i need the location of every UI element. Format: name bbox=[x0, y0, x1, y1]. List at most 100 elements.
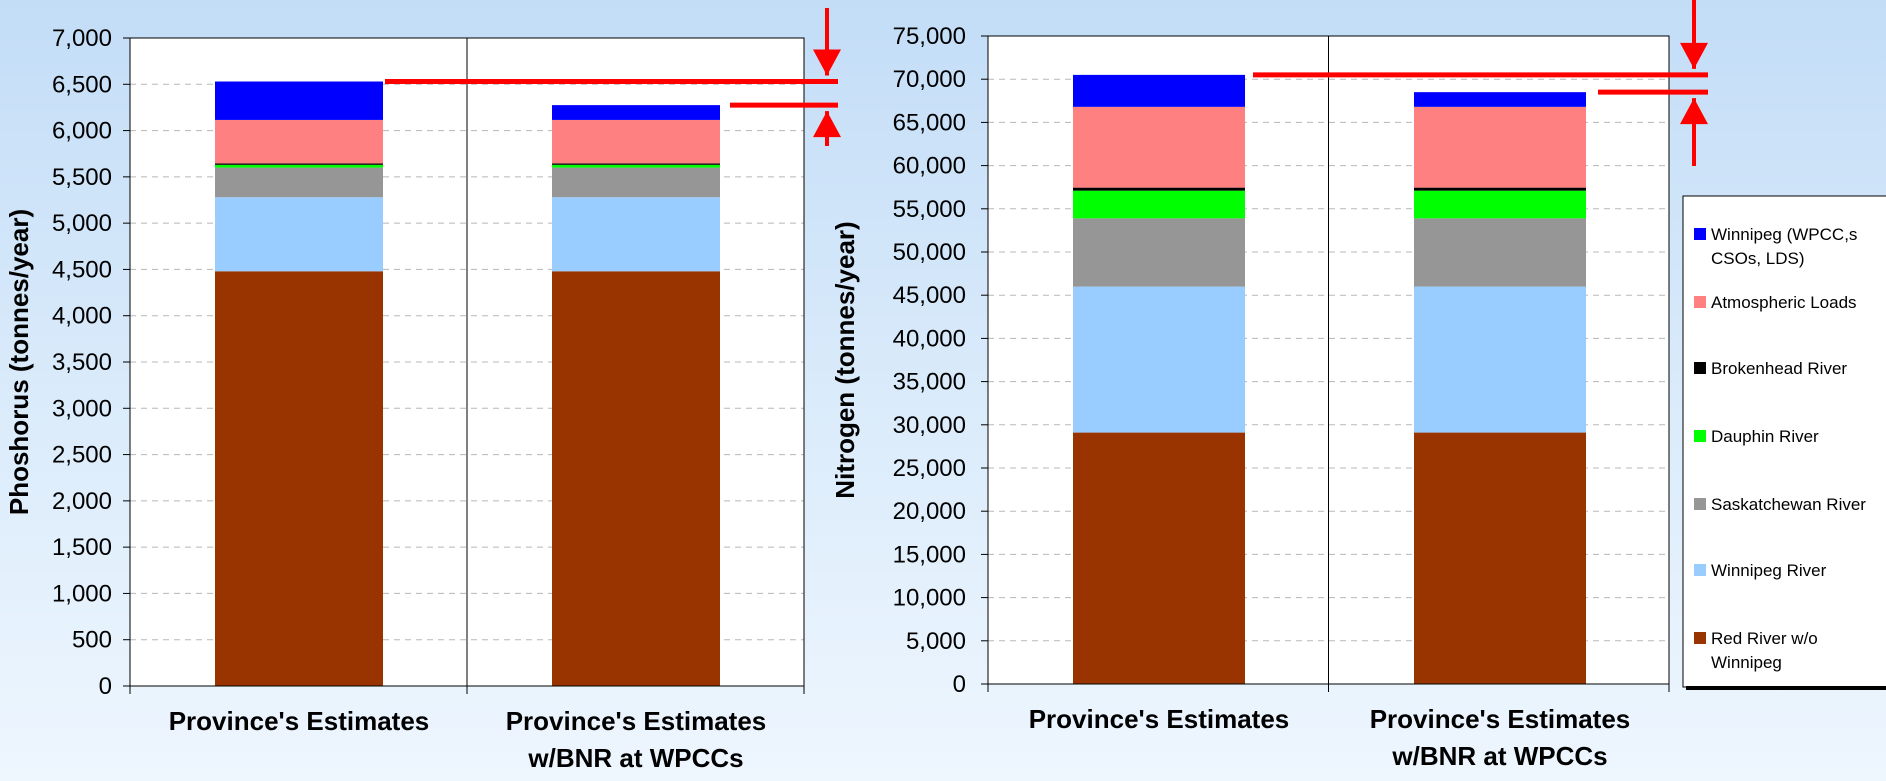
y-axis-title: Phoshorus (tonnes/year) bbox=[4, 209, 34, 515]
category-label-line: w/BNR at WPCCs bbox=[1391, 741, 1607, 771]
arrow-head bbox=[1680, 98, 1708, 125]
y-tick-label: 40,000 bbox=[893, 325, 966, 352]
bar-segment bbox=[1414, 286, 1586, 433]
y-tick-label: 6,500 bbox=[52, 71, 112, 98]
y-tick-label: 2,000 bbox=[52, 488, 112, 515]
y-tick-label: 2,500 bbox=[52, 442, 112, 469]
legend-label-line: Dauphin River bbox=[1711, 427, 1819, 446]
legend: Winnipeg (WPCC,s CSOs, LDS) Atmospheric Lo… bbox=[1682, 195, 1886, 690]
y-tick-label: 3,500 bbox=[52, 349, 112, 376]
legend-swatch bbox=[1694, 632, 1706, 644]
y-tick-label: 60,000 bbox=[893, 153, 966, 180]
legend-label: Brokenhead River bbox=[1711, 359, 1847, 378]
bar-segment bbox=[1073, 218, 1245, 287]
y-tick-label: 30,000 bbox=[893, 412, 966, 439]
y-tick-label: 4,500 bbox=[52, 256, 112, 283]
bar-segment bbox=[215, 167, 383, 198]
legend-swatch bbox=[1694, 296, 1706, 308]
category-label: Province's Estimates bbox=[169, 706, 430, 736]
bar-segment bbox=[215, 164, 383, 168]
legend-box bbox=[1682, 195, 1886, 688]
legend-label-line: Brokenhead River bbox=[1711, 359, 1847, 378]
y-tick-label: 50,000 bbox=[893, 239, 966, 266]
y-tick-label: 15,000 bbox=[893, 541, 966, 568]
bar-segment bbox=[215, 197, 383, 272]
y-tick-label: 5,000 bbox=[906, 628, 966, 655]
bar-segment bbox=[215, 271, 383, 686]
phosphorus-chart: 0 500 1,000 1,500 2,000 2,500 3,000 3,500 4,000 4… bbox=[4, 25, 805, 773]
y-tick-label: 75,000 bbox=[893, 23, 966, 50]
legend-label: Winnipeg (WPCC,s CSOs, LDS) bbox=[1711, 225, 1857, 268]
legend-label: Saskatchewan River bbox=[1711, 495, 1866, 514]
legend-label-line: CSOs, LDS) bbox=[1711, 249, 1805, 268]
category-label-line: Province's Estimates bbox=[506, 706, 767, 736]
y-tick-label: 1,500 bbox=[52, 534, 112, 561]
category-label-line: Province's Estimates bbox=[1029, 704, 1290, 734]
bar-segment bbox=[1414, 432, 1586, 684]
y-tick-label: 45,000 bbox=[893, 282, 966, 309]
y-axis-title: Nitrogen (tonnes/year) bbox=[830, 221, 860, 498]
y-tick-label: 25,000 bbox=[893, 455, 966, 482]
y-tick-label: 6,000 bbox=[52, 118, 112, 145]
y-tick-label: 3,000 bbox=[52, 395, 112, 422]
bar-segment bbox=[1073, 190, 1245, 219]
bar-segment bbox=[1073, 286, 1245, 433]
y-tick-label: 0 bbox=[99, 673, 112, 700]
legend-label-line: Winnipeg bbox=[1711, 653, 1782, 672]
bar-segment bbox=[1414, 106, 1586, 188]
legend-label-line: Atmospheric Loads bbox=[1711, 293, 1857, 312]
bar-segment bbox=[1073, 74, 1245, 107]
bar-segment bbox=[552, 164, 720, 168]
legend-label-line: Red River w/o bbox=[1711, 629, 1818, 648]
y-tick-label: 500 bbox=[72, 627, 112, 654]
bar-segment bbox=[1414, 187, 1586, 191]
y-tick-label: 65,000 bbox=[893, 109, 966, 136]
bar-segment bbox=[1414, 92, 1586, 107]
bar-segment bbox=[1073, 432, 1245, 684]
arrow-head bbox=[813, 49, 841, 76]
arrow-head bbox=[1680, 42, 1708, 69]
y-tick-label: 20,000 bbox=[893, 498, 966, 525]
bar-segment bbox=[552, 167, 720, 198]
bar-segment bbox=[552, 105, 720, 120]
legend-label: Atmospheric Loads bbox=[1711, 293, 1857, 312]
reduction-annotations bbox=[385, 0, 1708, 166]
legend-label-line: Saskatchewan River bbox=[1711, 495, 1866, 514]
legend-label: Dauphin River bbox=[1711, 427, 1819, 446]
y-tick-label: 5,500 bbox=[52, 164, 112, 191]
category-label-line: w/BNR at WPCCs bbox=[527, 743, 743, 773]
bar-segment bbox=[215, 81, 383, 120]
y-tick-label: 5,000 bbox=[52, 210, 112, 237]
legend-label-line: Winnipeg River bbox=[1711, 561, 1827, 580]
legend-swatch bbox=[1694, 564, 1706, 576]
legend-swatch bbox=[1694, 430, 1706, 442]
legend-swatch bbox=[1694, 228, 1706, 240]
bar-segment bbox=[1073, 106, 1245, 188]
y-tick-label: 0 bbox=[953, 671, 966, 698]
category-label: Province's Estimates w/BNR at WPCCs bbox=[506, 706, 767, 773]
legend-label: Winnipeg River bbox=[1711, 561, 1827, 580]
category-label: Province's Estimates bbox=[1029, 704, 1290, 734]
bar-segment bbox=[1414, 190, 1586, 219]
category-label-line: Province's Estimates bbox=[169, 706, 430, 736]
y-tick-label: 10,000 bbox=[893, 585, 966, 612]
category-label-line: Province's Estimates bbox=[1370, 704, 1631, 734]
bar-segment bbox=[552, 197, 720, 272]
legend-label: Red River w/o Winnipeg bbox=[1711, 629, 1818, 672]
y-tick-label: 35,000 bbox=[893, 369, 966, 396]
y-tick-label: 55,000 bbox=[893, 196, 966, 223]
bar-segment bbox=[215, 163, 383, 165]
y-tick-label: 70,000 bbox=[893, 66, 966, 93]
bar-segment bbox=[552, 119, 720, 164]
legend-swatch bbox=[1694, 362, 1706, 374]
y-tick-label: 7,000 bbox=[52, 25, 112, 52]
bar-segment bbox=[1414, 218, 1586, 287]
bar-segment bbox=[1073, 187, 1245, 191]
y-tick-label: 1,000 bbox=[52, 580, 112, 607]
bar-segment bbox=[552, 271, 720, 686]
bar-segment bbox=[552, 163, 720, 165]
arrow-head bbox=[813, 111, 841, 138]
legend-label-line: Winnipeg (WPCC,s bbox=[1711, 225, 1857, 244]
bar-segment bbox=[215, 119, 383, 164]
